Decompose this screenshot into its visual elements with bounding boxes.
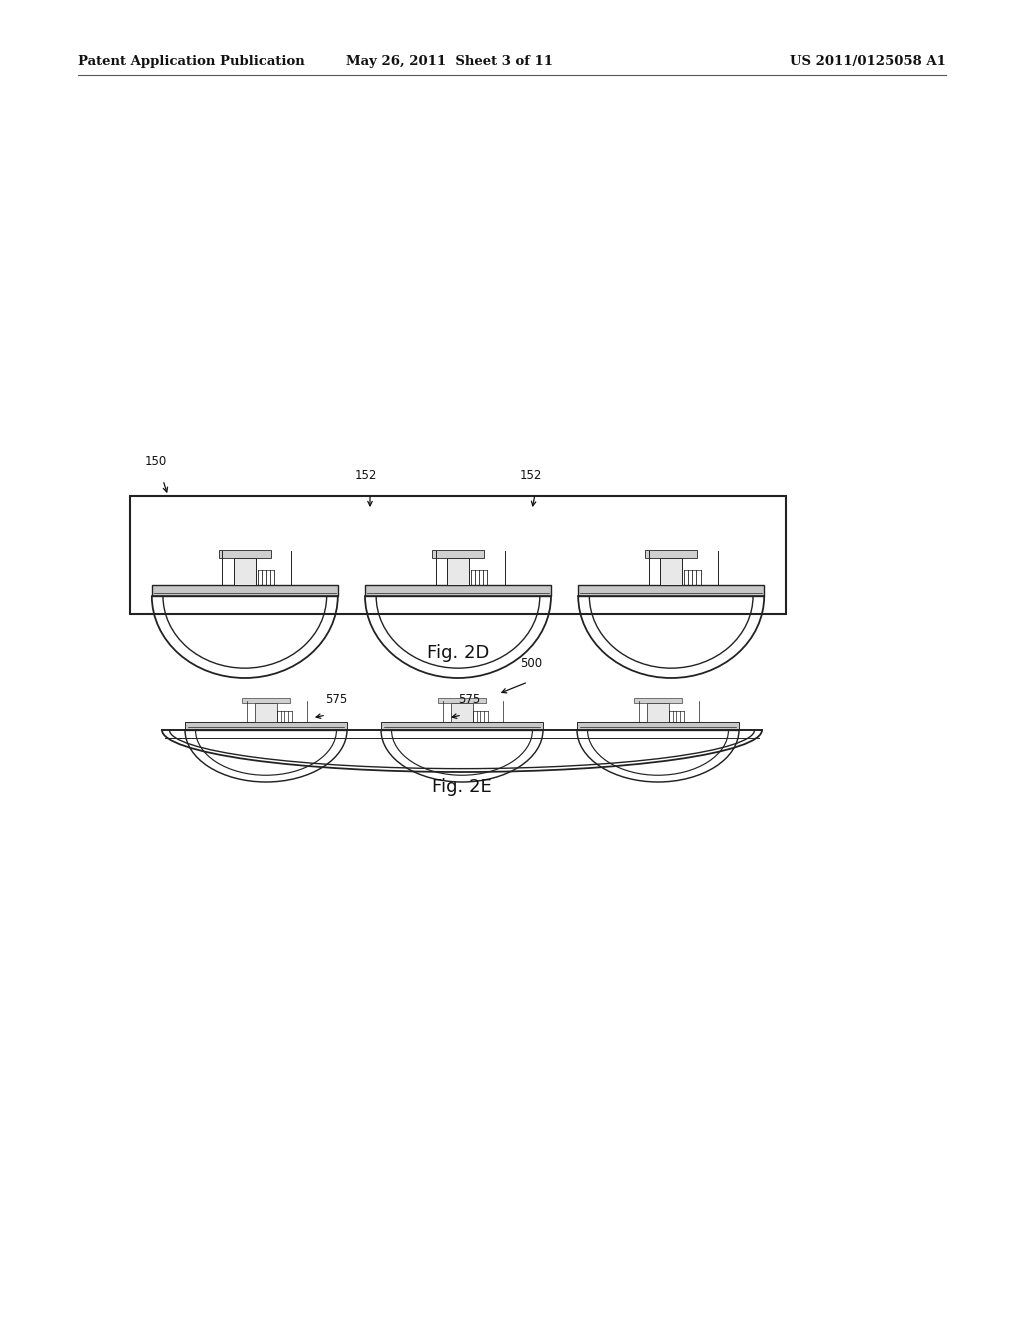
Bar [130, 496, 786, 614]
Bar [185, 722, 347, 730]
Text: 152: 152 [355, 469, 378, 482]
Bar [645, 550, 697, 558]
Bar [579, 585, 764, 597]
Bar [233, 558, 256, 585]
Text: Patent Application Publication: Patent Application Publication [78, 55, 305, 69]
Bar [152, 585, 338, 597]
Text: 500: 500 [520, 657, 542, 671]
Text: 150: 150 [145, 455, 167, 469]
Bar [365, 585, 551, 597]
Bar [647, 704, 669, 722]
Text: US 2011/0125058 A1: US 2011/0125058 A1 [791, 55, 946, 69]
Bar [219, 550, 270, 558]
Bar [381, 722, 543, 730]
Text: 152: 152 [520, 469, 543, 482]
Text: 575: 575 [458, 693, 480, 706]
Bar [634, 698, 682, 704]
Text: May 26, 2011  Sheet 3 of 11: May 26, 2011 Sheet 3 of 11 [346, 55, 554, 69]
Bar [242, 698, 290, 704]
Text: Fig. 2E: Fig. 2E [432, 777, 492, 796]
Text: Fig. 2D: Fig. 2D [427, 644, 489, 663]
Bar [660, 558, 682, 585]
Bar [446, 558, 469, 585]
Bar [255, 704, 276, 722]
Bar [452, 704, 472, 722]
Bar [437, 698, 486, 704]
Text: 575: 575 [325, 693, 347, 706]
Bar [577, 722, 739, 730]
Bar [432, 550, 484, 558]
